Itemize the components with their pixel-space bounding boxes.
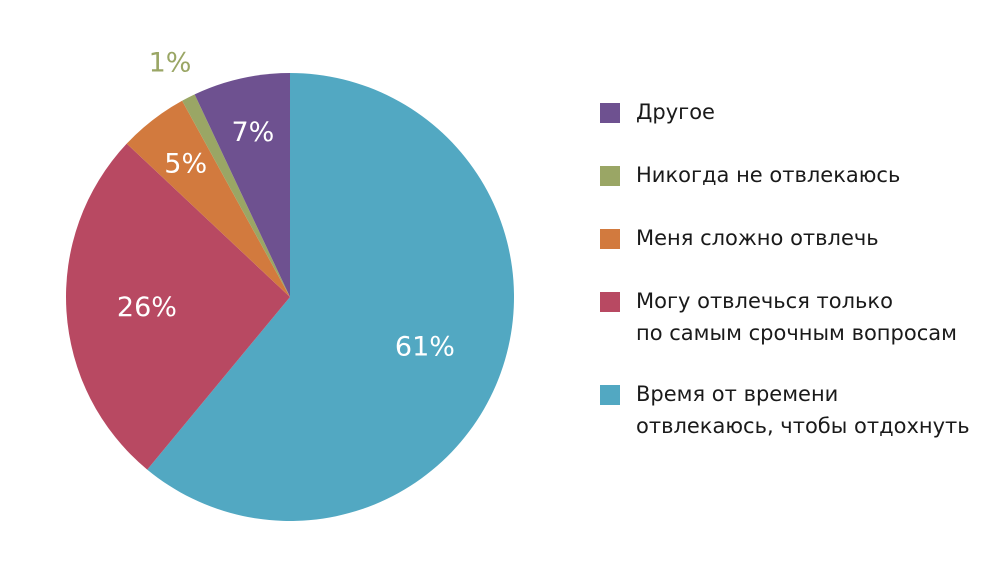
chart-legend: Другое Никогда не отвлекаюсь Меня сложно о… [600,96,990,471]
slice-label-4: 7% [231,117,274,148]
legend-label-3: Никогда не отвлекаюсь [636,163,901,187]
legend-swatch-2 [600,229,620,249]
legend-item-2: Меня сложно отвлечь [600,222,990,254]
legend-label-4: Другое [636,100,715,124]
legend-label-0: Время от времени отвлекаюсь, чтобы отдох… [636,382,970,438]
legend-label-1: Могу отвлечься только по самым срочным в… [636,289,957,345]
legend-item-3: Никогда не отвлекаюсь [600,159,990,191]
slice-label-1: 26% [117,292,177,323]
pie-slice-4 [194,73,290,297]
pie-slice-1 [66,143,290,470]
legend-item-1: Могу отвлечься только по самым срочным в… [600,285,990,349]
pie-slice-3 [182,94,290,297]
legend-swatch-0 [600,385,620,405]
slice-label-2: 5% [164,149,207,180]
slice-label-0: 61% [395,332,455,363]
legend-item-4: Другое [600,96,990,128]
legend-swatch-4 [600,103,620,123]
legend-swatch-1 [600,292,620,312]
legend-item-0: Время от времени отвлекаюсь, чтобы отдох… [600,378,990,442]
legend-label-2: Меня сложно отвлечь [636,226,879,250]
slice-label-3: 1% [149,48,192,79]
legend-swatch-3 [600,166,620,186]
pie-slice-0 [147,73,515,522]
pie-slice-2 [126,100,291,298]
